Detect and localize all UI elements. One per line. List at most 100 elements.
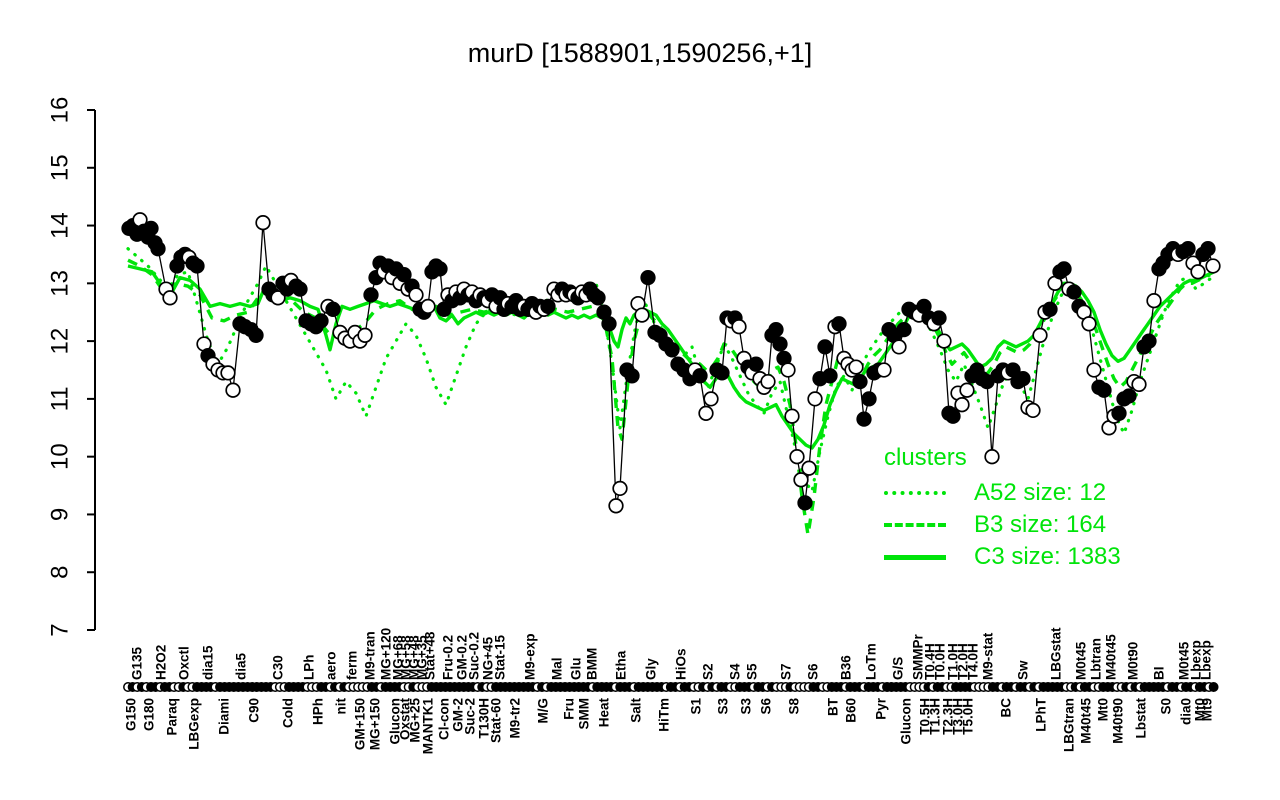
legend-label-a52: A52 size: 12 <box>974 479 1107 506</box>
x-label-top: LBGstat <box>1049 627 1064 680</box>
x-label-bottom: S0 <box>1159 698 1174 715</box>
data-point-open <box>1205 258 1221 274</box>
data-point-open <box>270 290 286 306</box>
data-point-open <box>780 362 796 378</box>
cluster-legend: clusters A52 size: 12 B3 size: 164 C3 si… <box>884 443 1121 573</box>
x-label-bottom: LPhT <box>1034 697 1049 731</box>
data-point-filled <box>945 408 961 424</box>
dashed-line-sample <box>884 523 946 527</box>
legend-item-c3: C3 size: 1383 <box>884 541 1121 573</box>
x-label-top: Stat+48 <box>423 631 438 680</box>
x-label-top: LPh <box>302 655 317 681</box>
x-label-bottom: T0.5H <box>918 698 933 735</box>
data-point-open <box>1131 376 1147 393</box>
x-label-top: dia5 <box>234 652 249 680</box>
data-point-open <box>1190 264 1206 280</box>
data-point-filled <box>325 301 341 317</box>
x-label-bottom: M/G <box>536 698 551 724</box>
x-label-bottom: Heat <box>597 698 612 728</box>
data-point-open <box>698 405 714 421</box>
y-axis-tick-label: 8 <box>47 566 74 579</box>
x-label-bottom: HPh <box>311 698 326 725</box>
x-label-top: Gly <box>644 658 659 680</box>
x-label-top: ferm <box>345 651 360 680</box>
x-label-bottom: BT <box>826 697 841 716</box>
x-label-bottom: Cold <box>281 698 296 728</box>
x-label-top: G/S <box>891 657 906 680</box>
x-label-bottom: M40t45 <box>1079 698 1094 744</box>
data-point-open <box>959 382 975 398</box>
data-point-open <box>876 362 892 378</box>
data-point-open <box>703 391 719 407</box>
x-label-bottom: MG+150 <box>368 698 383 750</box>
x-label-bottom: S3 <box>739 698 754 715</box>
data-point-open <box>420 298 436 315</box>
condition-marker <box>1208 682 1219 692</box>
data-point-filled <box>831 316 847 332</box>
x-label-bottom: Fru <box>562 698 577 720</box>
y-axis-tick-label: 14 <box>47 212 74 239</box>
data-point-filled <box>624 368 640 384</box>
x-label-top: Stat-15 <box>493 634 508 680</box>
x-label-top: BI <box>1152 667 1167 681</box>
y-axis-tick-label: 10 <box>47 443 74 470</box>
x-label-top: MG+35 <box>415 635 430 680</box>
x-label-bottom: Glucon <box>388 698 403 745</box>
x-label-bottom: C90 <box>247 698 262 723</box>
data-point-filled <box>1200 241 1216 257</box>
x-label-top: Suc-0.2 <box>467 632 482 680</box>
x-label-bottom: S8 <box>787 698 802 715</box>
data-point-filled <box>396 267 412 283</box>
x-label-bottom: dia0 <box>1179 698 1194 725</box>
x-label-bottom: MG+25 <box>408 698 423 743</box>
data-point-filled <box>313 313 329 329</box>
data-point-filled <box>363 287 379 303</box>
data-point-filled <box>1015 371 1031 387</box>
x-label-top: MG+68 <box>391 635 406 680</box>
x-label-bottom: T1.3H <box>928 698 943 735</box>
x-label-top: Mal <box>550 657 565 680</box>
data-point-filled <box>692 368 708 384</box>
x-label-bottom: Glucon <box>899 698 914 745</box>
x-label-bottom: Oxstat <box>398 698 413 741</box>
x-label-bottom: T130H <box>477 698 492 739</box>
x-label-top: B36 <box>839 655 854 680</box>
data-point-open <box>1146 293 1162 309</box>
x-label-top: T4.0H <box>966 643 981 680</box>
x-label-bottom: Mt9 <box>1200 698 1215 721</box>
data-point-open <box>954 397 970 413</box>
data-point-open <box>634 307 650 323</box>
x-label-top: Lbtran <box>1089 638 1104 680</box>
legend-label-b3: B3 size: 164 <box>974 511 1107 538</box>
x-label-bottom: Stat-60 <box>489 698 504 743</box>
x-label-bottom: GM-2 <box>451 698 466 732</box>
y-axis-tick-label: 11 <box>47 386 74 411</box>
data-point-filled <box>248 327 264 343</box>
x-label-top: S6 <box>806 663 821 680</box>
y-axis-tick-label: 15 <box>47 154 74 181</box>
data-point-filled <box>1056 261 1072 277</box>
data-point-open <box>1081 316 1097 332</box>
legend-item-a52: A52 size: 12 <box>884 477 1121 509</box>
data-point-open <box>801 460 817 476</box>
y-axis-tick-label: 16 <box>47 97 74 124</box>
x-label-top: Glu <box>569 658 584 681</box>
x-label-top: T0.4H <box>923 643 938 680</box>
data-point-open <box>984 449 1000 465</box>
x-label-bottom: T2.3H <box>941 698 956 735</box>
x-label-top: dia15 <box>201 645 216 680</box>
x-label-bottom: Mt0 <box>1193 698 1208 721</box>
data-point-open <box>162 290 178 306</box>
x-label-top: M40t45 <box>1104 634 1119 680</box>
data-point-filled <box>1042 301 1058 317</box>
x-label-bottom: S6 <box>759 698 774 715</box>
x-label-bottom: M40t90 <box>1111 698 1126 744</box>
data-point-open <box>760 373 776 390</box>
x-label-bottom: Lbstat <box>1134 697 1149 738</box>
data-point-filled <box>1066 284 1082 300</box>
x-label-top: HiOs <box>674 648 689 680</box>
data-point-open <box>225 382 241 398</box>
x-label-bottom: G150 <box>124 698 139 731</box>
x-label-bottom: BC <box>999 698 1014 718</box>
x-label-top: aero <box>324 651 339 680</box>
